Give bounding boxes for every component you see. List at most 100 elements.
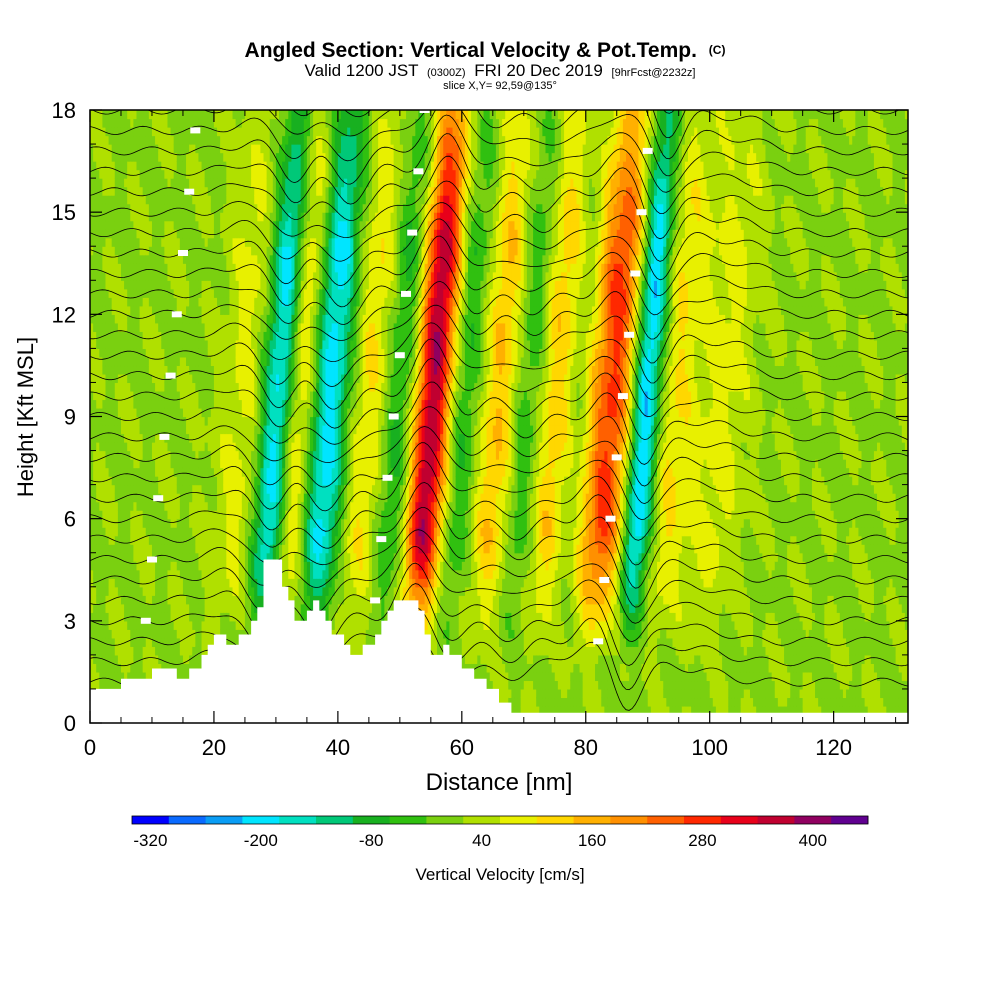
heatmap-cell (291, 254, 296, 264)
heatmap-cell (179, 195, 184, 205)
heatmap-cell (102, 663, 107, 673)
heatmap-cell (102, 220, 107, 230)
heatmap-cell (127, 476, 131, 486)
heatmap-cell (279, 144, 283, 154)
heatmap-cell (210, 169, 215, 179)
heatmap-cell (124, 476, 128, 486)
heatmap-cell (217, 501, 221, 511)
heatmap-cell (244, 544, 249, 554)
heatmap-cell (217, 280, 221, 290)
heatmap-cell (124, 331, 128, 341)
heatmap-cell (272, 322, 277, 332)
heatmap-cell (294, 161, 299, 171)
heatmap-cell (167, 339, 172, 349)
heatmap-cell (130, 646, 134, 656)
heatmap-cell (186, 135, 190, 145)
heatmap-cell (195, 637, 200, 647)
heatmap-cell (294, 220, 299, 230)
heatmap-cell (272, 527, 277, 537)
heatmap-cell (102, 527, 107, 537)
heatmap-cell (124, 510, 128, 520)
heatmap-cell (272, 203, 277, 213)
heatmap-cell (151, 467, 156, 477)
heatmap-cell (186, 612, 190, 622)
heatmap-cell (235, 280, 240, 290)
heatmap-cell (272, 373, 277, 384)
heatmap-cell (229, 416, 234, 426)
heatmap-cell (108, 544, 113, 554)
heatmap-cell (226, 518, 231, 528)
heatmap-cell (195, 322, 200, 332)
heatmap-cell (279, 220, 283, 230)
heatmap-cell (176, 620, 181, 630)
heatmap-cell (204, 135, 209, 145)
heatmap-cell (297, 373, 302, 384)
heatmap-cell (155, 246, 159, 256)
heatmap-cell (254, 612, 258, 622)
heatmap-cell (248, 603, 252, 613)
heatmap-cell (201, 254, 206, 264)
heatmap-cell (300, 203, 305, 213)
heatmap-cell (151, 390, 156, 401)
heatmap-cell (158, 552, 162, 562)
heatmap-cell (282, 493, 286, 503)
heatmap-cell (275, 195, 280, 205)
heatmap-cell (297, 237, 302, 247)
heatmap-cell (269, 493, 274, 503)
heatmap-cell (285, 246, 289, 256)
heatmap-cell (257, 578, 262, 588)
heatmap-cell (251, 110, 255, 120)
heatmap-cell (232, 416, 237, 426)
heatmap-cell (220, 569, 224, 579)
heatmap-cell (114, 433, 119, 443)
heatmap-cell (93, 407, 97, 418)
heatmap-cell (124, 246, 128, 256)
heatmap-cell (217, 603, 221, 613)
heatmap-cell (213, 186, 218, 196)
heatmap-cell (124, 399, 128, 409)
heatmap-cell (124, 297, 128, 307)
heatmap-cell (260, 297, 265, 307)
heatmap-cell (238, 203, 243, 213)
heatmap-cell (161, 425, 165, 435)
heatmap-cell (186, 501, 190, 511)
heatmap-cell (139, 246, 144, 256)
heatmap-cell (133, 433, 138, 443)
heatmap-cell (235, 118, 240, 128)
heatmap-cell (186, 305, 190, 315)
heatmap-cell (90, 195, 94, 205)
heatmap-cell (93, 484, 97, 494)
heatmap-cell (170, 416, 175, 426)
heatmap-cell (204, 603, 209, 613)
heatmap-cell (263, 433, 268, 443)
heatmap-cell (204, 339, 209, 349)
heatmap-cell (96, 382, 100, 392)
heatmap-cell (120, 127, 125, 137)
heatmap-cell (260, 127, 265, 137)
heatmap-cell (136, 288, 141, 298)
heatmap-cell (275, 450, 280, 460)
heatmap-cell (248, 195, 252, 205)
heatmap-cell (288, 493, 292, 503)
heatmap-cell (167, 459, 172, 469)
heatmap-cell (229, 246, 234, 256)
heatmap-cell (282, 348, 286, 358)
heatmap-cell (213, 195, 218, 205)
heatmap-cell (263, 135, 268, 145)
heatmap-cell (213, 229, 218, 239)
heatmap-cell (213, 450, 218, 460)
heatmap-cell (244, 629, 249, 639)
heatmap-cell (195, 603, 200, 613)
heatmap-cell (167, 382, 172, 392)
heatmap-cell (272, 407, 277, 418)
heatmap-cell (102, 314, 107, 324)
heatmap-cell (170, 493, 175, 503)
heatmap-cell (120, 518, 125, 528)
heatmap-cell (207, 399, 212, 409)
heatmap-cell (195, 561, 200, 571)
heatmap-cell (238, 407, 243, 418)
heatmap-cell (161, 144, 165, 154)
heatmap-cell (195, 586, 200, 596)
heatmap-cell (291, 467, 296, 477)
heatmap-cell (96, 280, 100, 290)
